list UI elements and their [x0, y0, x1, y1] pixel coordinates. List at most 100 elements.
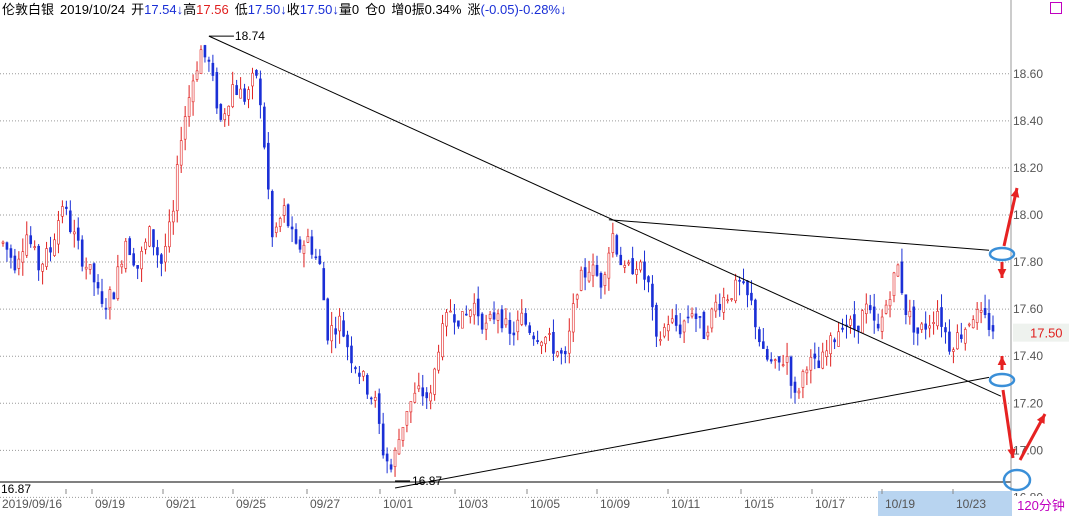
candle-body — [932, 322, 935, 324]
x-tick-label: 10/01 — [383, 497, 413, 511]
last-price-tag — [1013, 323, 1069, 342]
low-value: 17.50↓ — [247, 2, 287, 17]
candle-body — [484, 322, 488, 330]
ascending-line — [394, 376, 990, 489]
candle-body — [270, 191, 274, 238]
candle-body — [595, 264, 599, 276]
candle-body — [880, 316, 884, 332]
candle-body — [991, 325, 995, 332]
candle-body — [508, 319, 512, 334]
candle-body — [136, 265, 139, 269]
x-tick-label: 10/23 — [956, 497, 986, 511]
high-price-label: 18.74 — [235, 29, 265, 43]
candle-body — [437, 351, 440, 371]
annotation-arrowhead — [997, 268, 1007, 278]
candle-body — [560, 350, 563, 354]
candle-body — [334, 328, 337, 335]
candle-body — [338, 315, 341, 332]
candle-body — [413, 392, 417, 403]
trendline-layer — [208, 35, 1002, 489]
candle-body — [524, 313, 528, 325]
candle-body — [876, 323, 880, 329]
candle-body — [314, 256, 318, 259]
candle-body — [528, 325, 531, 333]
last-price-label: 17.50 — [1030, 326, 1063, 341]
annotation-layer: 18.74 16.87 16.87 17.50 — [1, 29, 1069, 496]
candle-body — [128, 238, 132, 256]
candle-body — [627, 262, 630, 265]
candlestick-series — [1, 44, 995, 477]
candle-body — [924, 323, 927, 330]
candle-body — [817, 360, 821, 369]
candle-body — [302, 244, 306, 254]
candle-body — [659, 339, 662, 342]
candle-body — [829, 335, 832, 355]
candle-body — [678, 324, 682, 335]
x-tick-label: 09/27 — [310, 497, 340, 511]
candle-body — [57, 220, 60, 245]
candle-body — [797, 390, 801, 394]
candle-body — [310, 236, 314, 255]
candle-body — [69, 210, 72, 233]
candle-body — [912, 306, 916, 333]
low-price-left-label: 16.87 — [1, 482, 31, 496]
candle-body — [754, 299, 757, 328]
amplitude-label: 振 — [411, 2, 425, 17]
candle-body — [243, 88, 246, 102]
candle-body — [429, 392, 432, 402]
candle-body — [682, 320, 686, 333]
candle-body — [663, 327, 666, 337]
candle-body — [385, 453, 389, 462]
candle-body — [259, 78, 262, 106]
x-tick-label: 10/17 — [815, 497, 845, 511]
increase-value: 0 — [404, 2, 412, 17]
candle-body — [72, 231, 76, 235]
candle-body — [152, 229, 155, 248]
y-tick-label: 18.60 — [1013, 67, 1043, 81]
candle-body — [441, 323, 444, 358]
candle-body — [643, 261, 646, 280]
open-label: 开 — [131, 2, 145, 17]
candle-body — [274, 226, 278, 233]
candle-body — [686, 316, 690, 319]
time-highlight — [878, 491, 1012, 516]
candle-body — [971, 319, 975, 329]
candle-body — [540, 341, 543, 347]
candle-body — [979, 310, 983, 313]
candle-body — [789, 356, 793, 386]
candle-body — [769, 359, 773, 362]
candle-body — [762, 341, 765, 349]
period-selector[interactable]: 120分钟 — [1013, 496, 1069, 516]
candle-body — [76, 227, 80, 241]
low-label: 低 — [234, 2, 248, 17]
candle-body — [140, 250, 143, 270]
candle-body — [231, 84, 234, 107]
candle-body — [864, 303, 868, 315]
candle-body — [290, 226, 294, 230]
candle-body — [5, 242, 9, 250]
candle-body — [666, 324, 670, 332]
candle-body — [350, 345, 353, 364]
annotation-arrowhead — [1010, 188, 1020, 198]
candle-body — [872, 306, 876, 321]
bar-date: 2019/10/24 — [60, 2, 126, 17]
candle-body — [960, 334, 963, 339]
candle-body — [520, 312, 524, 325]
candle-body — [358, 372, 361, 377]
candle-body — [13, 255, 17, 271]
candle-body — [793, 381, 797, 393]
candle-body — [401, 427, 405, 441]
y-tick-label: 17.40 — [1013, 349, 1043, 363]
settings-box-icon[interactable] — [1050, 2, 1062, 14]
candle-body — [611, 233, 615, 253]
candle-body — [168, 221, 171, 248]
candle-body — [591, 264, 595, 277]
x-tick-label: 09/21 — [166, 497, 196, 511]
candle-body — [940, 307, 943, 327]
candle-body — [381, 423, 385, 456]
candle-body — [25, 234, 29, 256]
candle-body — [801, 371, 805, 388]
candle-body — [342, 320, 345, 337]
candle-body — [393, 449, 397, 467]
